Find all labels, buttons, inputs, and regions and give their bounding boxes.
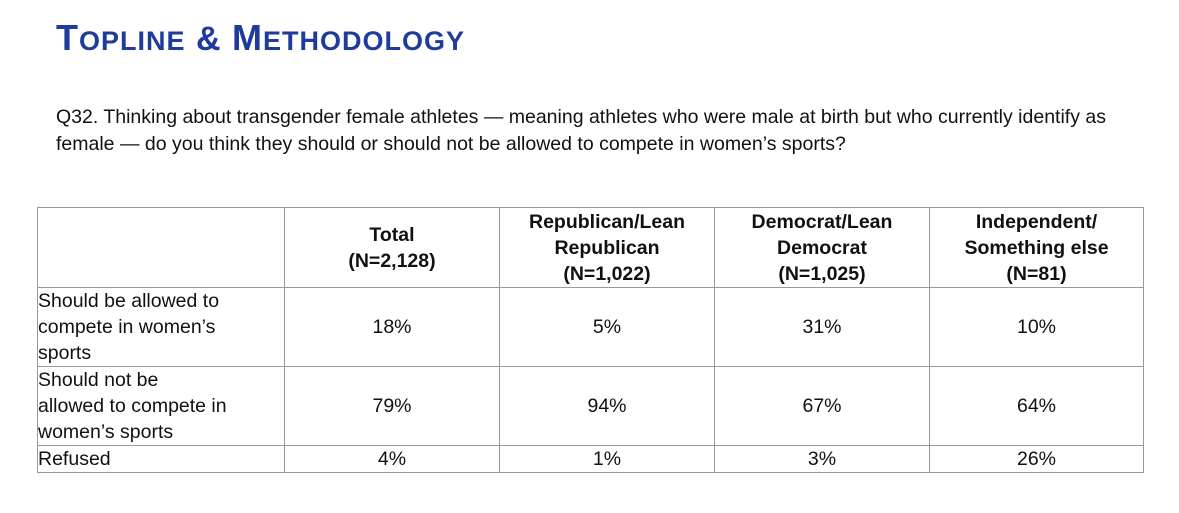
column-header-total: Total (N=2,128) — [284, 207, 500, 288]
cell-value: 10% — [929, 287, 1144, 367]
question-text: Q32. Thinking about transgender female a… — [56, 106, 1106, 155]
cell-value: 31% — [714, 287, 930, 367]
row-label-refused: Refused — [37, 445, 285, 473]
header-empty-cell — [37, 207, 285, 288]
cell-value: 67% — [714, 366, 930, 446]
table-row: Should be allowed to compete in women’s … — [37, 287, 1144, 367]
table-header-row: Total (N=2,128) Republican/Lean Republic… — [37, 207, 1144, 288]
page-title: TOPLINE & METHODOLOGY — [56, 17, 465, 58]
cell-value: 3% — [714, 445, 930, 473]
cell-value: 4% — [284, 445, 500, 473]
cell-value: 1% — [499, 445, 715, 473]
cell-value: 79% — [284, 366, 500, 446]
column-header-independent: Independent/ Something else (N=81) — [929, 207, 1144, 288]
table-row: Should not be allowed to compete in wome… — [37, 366, 1144, 446]
column-header-democrat: Democrat/Lean Democrat (N=1,025) — [714, 207, 930, 288]
cell-value: 26% — [929, 445, 1144, 473]
topline-table: Total (N=2,128) Republican/Lean Republic… — [37, 207, 1144, 473]
column-header-republican: Republican/Lean Republican (N=1,022) — [499, 207, 715, 288]
cell-value: 5% — [499, 287, 715, 367]
cell-value: 64% — [929, 366, 1144, 446]
cell-value: 94% — [499, 366, 715, 446]
table-row: Refused 4% 1% 3% 26% — [37, 445, 1144, 473]
row-label-allowed: Should be allowed to compete in women’s … — [37, 287, 285, 367]
row-label-not-allowed: Should not be allowed to compete in wome… — [37, 366, 285, 446]
cell-value: 18% — [284, 287, 500, 367]
